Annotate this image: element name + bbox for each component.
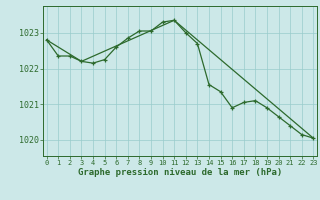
X-axis label: Graphe pression niveau de la mer (hPa): Graphe pression niveau de la mer (hPa) bbox=[78, 168, 282, 177]
